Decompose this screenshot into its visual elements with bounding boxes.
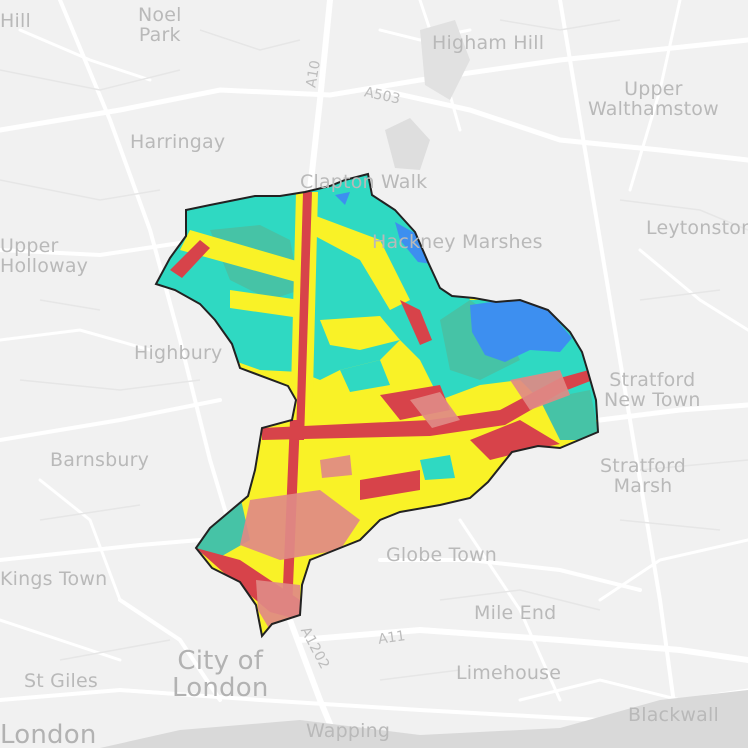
label-higham-hill: Higham Hill [432,32,545,54]
river-thames [100,690,748,748]
label-leytonstone: Leytonstone [646,217,748,239]
label-globe-town: Globe Town [386,544,497,566]
label-kings-town: Kings Town [0,568,108,590]
label-blackwall: Blackwall [628,704,719,726]
label-stratford-new-town: Stratford New Town [604,369,701,411]
label-wapping: Wapping [306,720,391,742]
label-mile-end: Mile End [474,602,557,624]
reservoir [385,118,430,170]
borough-boundary [154,172,600,639]
label-upper-holloway: Upper Holloway [0,235,89,277]
label-city-of-london: City of London [172,646,269,704]
label-marshes: Hackney Marshes [372,231,543,253]
label-limehouse: Limehouse [456,662,562,684]
label-highbury: Highbury [134,342,223,364]
label-upper-walthamstow: Upper Walthamstow [588,78,719,120]
minor-roads [0,19,748,681]
label-barnsbury: Barnsbury [50,449,150,471]
label-london: London [0,720,97,748]
label-noel-park: Noel Park [138,4,182,46]
label-harringay: Harringay [130,131,226,153]
label-clapton-walk: Clapton Walk [300,171,428,193]
label-hill: Hill [0,10,31,32]
label-stratford-marsh: Stratford Marsh [600,455,687,497]
label-st-giles: St Giles [24,670,99,692]
reservoir [420,20,470,100]
